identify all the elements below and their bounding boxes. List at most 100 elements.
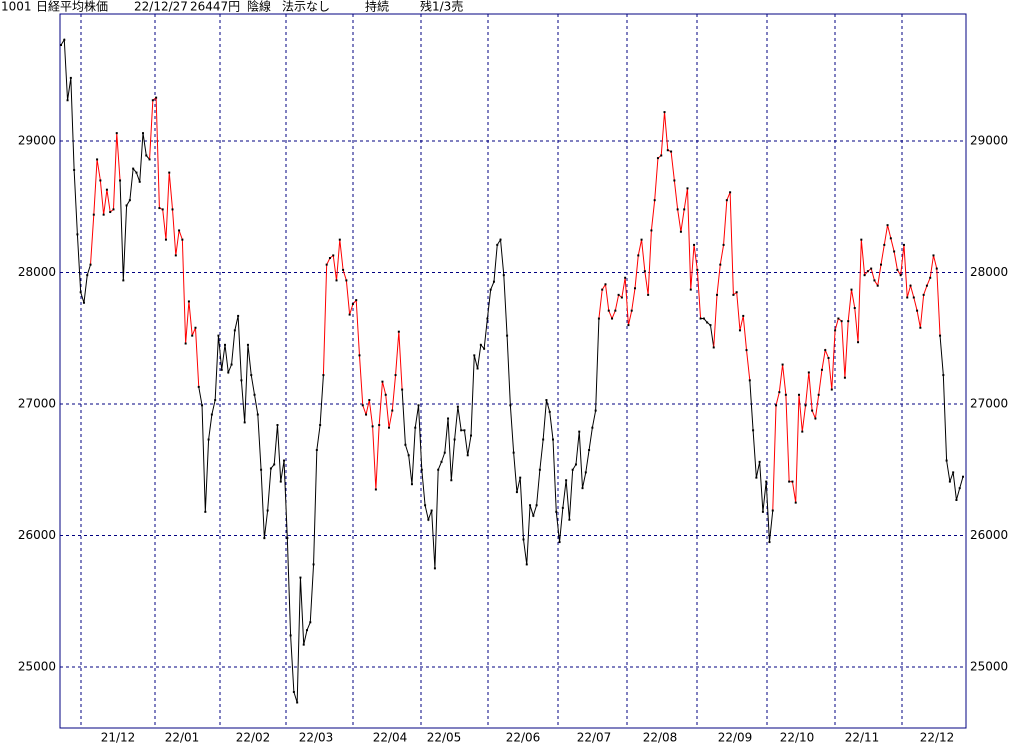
price-point — [693, 243, 696, 246]
price-point — [417, 404, 420, 407]
price-point — [876, 284, 879, 287]
price-point — [607, 309, 610, 312]
price-point — [119, 179, 122, 182]
price-point — [151, 99, 154, 102]
price-point — [716, 293, 718, 296]
price-point — [86, 274, 89, 277]
y-tick-label: 28000 — [18, 265, 56, 279]
price-point — [470, 434, 472, 437]
price-point — [483, 347, 486, 350]
price-point — [866, 270, 869, 273]
price-point — [433, 567, 436, 570]
price-point — [499, 238, 502, 241]
price-point — [207, 438, 210, 441]
price-point — [673, 179, 676, 182]
price-point — [952, 471, 955, 474]
price-point — [109, 211, 112, 214]
price-point — [466, 454, 469, 457]
price-point — [391, 409, 394, 412]
price-point — [804, 404, 807, 407]
price-point — [666, 149, 669, 152]
price-point — [801, 430, 804, 433]
x-tick-label: 22/07 — [577, 731, 612, 745]
price-point — [365, 413, 368, 416]
price-point — [909, 284, 912, 287]
x-tick-label: 22/05 — [427, 731, 462, 745]
price-point — [532, 514, 535, 517]
price-point — [374, 488, 377, 491]
price-point — [233, 329, 236, 332]
price-point — [230, 363, 233, 366]
price-point — [820, 368, 823, 371]
price-point — [840, 320, 843, 323]
price-point — [647, 293, 650, 296]
price-point — [404, 443, 407, 446]
price-point — [932, 254, 935, 257]
price-point — [765, 480, 768, 483]
price-point — [942, 374, 945, 377]
price-point — [525, 563, 528, 566]
price-point — [883, 243, 886, 246]
price-point — [837, 317, 840, 320]
price-point — [105, 188, 108, 191]
price-point — [266, 509, 269, 512]
price-point — [99, 179, 102, 182]
price-point — [66, 99, 69, 102]
price-point — [315, 449, 318, 452]
price-point — [351, 303, 354, 306]
price-line — [939, 335, 964, 501]
price-point — [893, 250, 896, 253]
price-point — [407, 454, 410, 457]
price-point — [276, 424, 279, 427]
price-point — [634, 287, 636, 290]
price-point — [506, 334, 509, 337]
price-point — [128, 199, 131, 202]
price-point — [201, 404, 204, 407]
price-point — [958, 487, 961, 490]
price-point — [896, 268, 899, 271]
price-point — [492, 280, 495, 283]
price-point — [555, 510, 558, 513]
price-point — [332, 254, 335, 257]
price-point — [725, 199, 728, 202]
price-point — [588, 449, 591, 452]
price-point — [519, 476, 522, 479]
price-point — [250, 374, 253, 377]
price-point — [368, 399, 371, 402]
price-point — [92, 213, 95, 216]
price-point — [768, 541, 771, 544]
price-point — [430, 509, 433, 512]
price-point — [581, 487, 584, 490]
price-point — [76, 233, 79, 236]
price-point — [811, 409, 814, 412]
x-tick-label: 22/01 — [165, 731, 200, 745]
price-point — [775, 404, 778, 407]
price-point — [306, 629, 308, 632]
price-point — [935, 267, 938, 270]
name: 日経平均株価 — [36, 0, 108, 14]
price-point — [325, 263, 328, 266]
price-point — [637, 254, 640, 257]
price-point — [263, 537, 266, 540]
price-point — [424, 504, 427, 507]
price-point — [237, 314, 240, 317]
price-point — [515, 491, 518, 494]
price-point — [345, 279, 348, 282]
price-point — [397, 330, 400, 333]
y-tick-label-right: 27000 — [970, 397, 1008, 411]
price-point — [847, 320, 850, 323]
price-point — [227, 371, 230, 374]
x-tick-label: 22/10 — [780, 731, 815, 745]
price-point — [473, 354, 476, 357]
price-point — [463, 429, 466, 432]
price-point — [748, 379, 751, 382]
price-point — [798, 393, 800, 396]
price-point — [184, 342, 187, 345]
price-point — [437, 468, 440, 471]
x-tick-label: 22/08 — [643, 731, 678, 745]
price-point — [873, 279, 876, 282]
price-point — [187, 300, 190, 303]
y-tick-label-right: 29000 — [970, 134, 1008, 148]
price-point — [755, 476, 758, 479]
